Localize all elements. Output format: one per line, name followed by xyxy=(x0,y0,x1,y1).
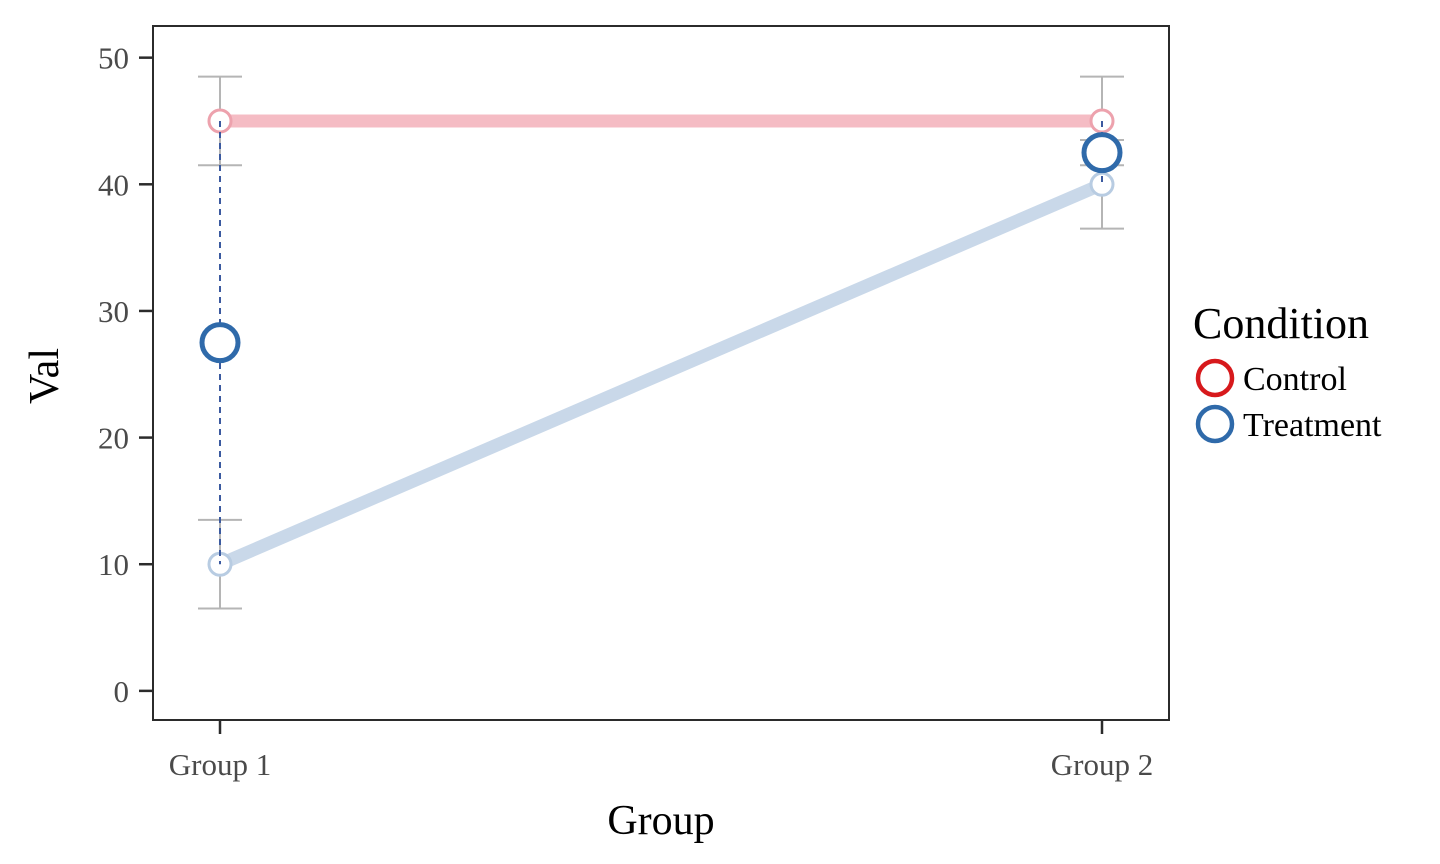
legend: Condition Control Treatment xyxy=(1193,299,1382,444)
legend-entry-control: Control xyxy=(1195,358,1347,398)
y-axis-title: Val xyxy=(22,348,68,404)
x-tick-label: Group 2 xyxy=(1051,747,1153,782)
legend-key-control xyxy=(1195,358,1235,398)
legend-label-control: Control xyxy=(1243,361,1347,398)
legend-label-treatment: Treatment xyxy=(1243,407,1382,444)
y-tick-label: 50 xyxy=(98,41,129,76)
legend-entry-treatment: Treatment xyxy=(1195,404,1382,444)
series-line-treatment xyxy=(217,178,1105,571)
y-tick-label: 30 xyxy=(98,294,129,329)
x-axis-title: Group xyxy=(607,798,714,844)
plot-layer xyxy=(198,75,1124,610)
mean-point-2 xyxy=(1081,132,1123,174)
plot-panel-border xyxy=(152,25,1170,721)
data-point-treatment-2 xyxy=(1089,171,1115,197)
x-tick-label: Group 1 xyxy=(169,747,271,782)
axis-layer: 0 10 20 30 40 50 Group 1 Group 2 xyxy=(98,41,1153,782)
y-tick-label: 20 xyxy=(98,421,129,456)
legend-key-treatment xyxy=(1195,404,1235,444)
legend-title: Condition xyxy=(1193,299,1369,348)
mean-point-1 xyxy=(199,322,241,364)
y-tick-label: 0 xyxy=(114,674,130,709)
y-tick-label: 10 xyxy=(98,547,129,582)
y-tick-label: 40 xyxy=(98,167,129,202)
